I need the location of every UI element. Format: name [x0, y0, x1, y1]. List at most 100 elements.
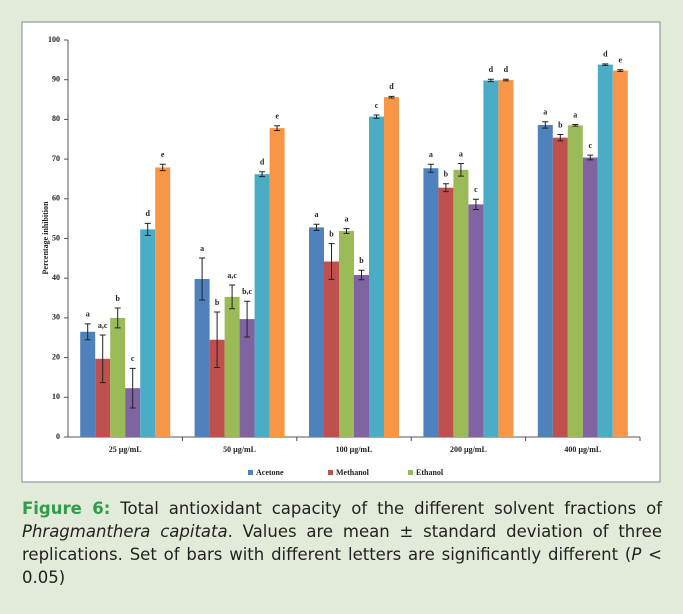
- significance-letter: a,c: [227, 271, 237, 280]
- error-bar: [159, 163, 166, 172]
- error-bar: [587, 154, 594, 161]
- bar: [582, 157, 598, 437]
- bar: [80, 331, 96, 437]
- significance-letter: a: [459, 149, 463, 158]
- bar: [110, 317, 126, 437]
- y-tick-label: 0: [56, 432, 60, 441]
- y-tick-label: 70: [52, 154, 60, 163]
- significance-letter: d: [504, 65, 509, 74]
- significance-letter: b: [215, 298, 220, 307]
- y-tick-label: 10: [52, 392, 60, 401]
- x-tick-label: 50 µg/mL: [223, 445, 256, 454]
- error-bar: [199, 257, 206, 301]
- y-tick-label: 30: [52, 313, 60, 322]
- significance-letter: a: [543, 108, 547, 117]
- error-bar: [388, 95, 395, 99]
- significance-letter: b: [115, 294, 120, 303]
- error-bar: [457, 162, 464, 177]
- error-bar: [99, 334, 106, 384]
- error-bar: [343, 228, 350, 234]
- y-tick-label: 50: [52, 233, 60, 242]
- significance-letter: a: [573, 110, 577, 119]
- significance-letter: b: [558, 120, 563, 129]
- error-bar: [602, 63, 609, 66]
- bar: [354, 275, 369, 437]
- legend-label: Methanol: [336, 468, 370, 477]
- significance-letter: a: [345, 214, 349, 223]
- y-tick-label: 90: [52, 75, 60, 84]
- bar: [309, 227, 324, 437]
- bar: [369, 116, 384, 437]
- significance-letter: a: [429, 150, 433, 159]
- legend-label: Ethanol: [416, 468, 444, 477]
- error-bar: [373, 114, 380, 119]
- caption: Figure 6: Total antioxidant capacity of …: [22, 497, 662, 589]
- error-bar: [229, 284, 236, 310]
- bar: [498, 80, 514, 438]
- error-bar: [442, 183, 449, 193]
- error-bar: [427, 163, 434, 173]
- caption-species: Phragmanthera capitata: [22, 522, 228, 541]
- significance-letter: b,c: [242, 287, 252, 296]
- bar: [140, 229, 156, 437]
- significance-letter: e: [275, 112, 279, 121]
- caption-label: Figure 6:: [22, 499, 111, 518]
- x-tick-label: 400 µg/mL: [564, 445, 601, 454]
- error-bar: [144, 222, 151, 236]
- bar: [453, 169, 469, 437]
- caption-p: P: [631, 545, 642, 564]
- error-bar: [114, 307, 121, 329]
- significance-letter: e: [619, 56, 623, 65]
- y-tick-label: 100: [48, 35, 60, 44]
- bar: [155, 167, 171, 437]
- bar: [468, 204, 484, 437]
- bar: [209, 339, 225, 437]
- caption-text: Total antioxidant capacity of the differ…: [110, 499, 662, 518]
- bar: [423, 168, 439, 437]
- significance-letter: a,c: [98, 321, 108, 330]
- bar: [552, 137, 568, 438]
- x-tick-label: 200 µg/mL: [450, 445, 487, 454]
- significance-letter: c: [474, 185, 478, 194]
- error-bar: [313, 223, 320, 232]
- bar: [612, 70, 628, 437]
- y-axis-label: Percentage inhibition: [41, 201, 50, 275]
- bar: [269, 128, 285, 437]
- bar: [324, 261, 339, 437]
- error-bar: [244, 300, 251, 338]
- significance-letter: d: [603, 50, 608, 59]
- legend-swatch: [328, 470, 333, 475]
- legend-swatch: [408, 470, 413, 475]
- significance-letter: c: [131, 354, 135, 363]
- significance-letter: d: [145, 209, 150, 218]
- significance-letter: a: [315, 210, 319, 219]
- significance-letter: b: [444, 170, 449, 179]
- y-tick-label: 20: [52, 352, 60, 361]
- error-bar: [274, 125, 281, 132]
- error-bar: [502, 78, 509, 82]
- x-tick-label: 100 µg/mL: [336, 445, 373, 454]
- significance-letter: e: [161, 150, 165, 159]
- error-bar: [572, 124, 579, 127]
- error-bar: [487, 78, 494, 83]
- error-bar: [84, 323, 91, 341]
- x-tick-label: 25 µg/mL: [109, 445, 142, 454]
- bar: [483, 80, 499, 437]
- y-tick-label: 80: [52, 114, 60, 123]
- bar: [438, 187, 454, 437]
- error-bar: [617, 69, 624, 72]
- significance-letter: d: [489, 65, 494, 74]
- legend-swatch: [248, 470, 253, 475]
- caption-text: . Values are mean ± standard deviation o…: [22, 522, 662, 564]
- error-bar: [358, 269, 365, 281]
- bar: [254, 174, 270, 437]
- legend-label: Acetone: [256, 468, 284, 477]
- significance-letter: b: [329, 229, 334, 238]
- bar: [597, 64, 613, 437]
- significance-letter: d: [260, 158, 265, 167]
- bar: [224, 296, 240, 437]
- significance-letter: a: [86, 310, 90, 319]
- bar: [194, 278, 210, 437]
- bar: [95, 358, 111, 437]
